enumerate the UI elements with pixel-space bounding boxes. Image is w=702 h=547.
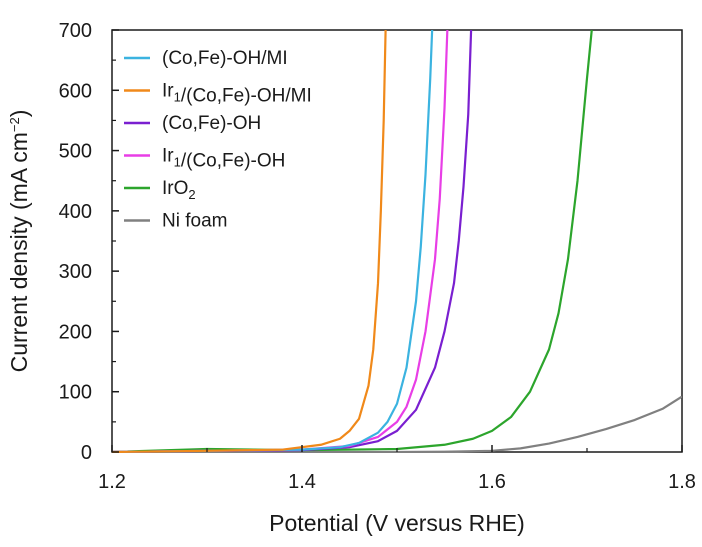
x-axis-title: Potential (V versus RHE) (269, 510, 525, 536)
y-tick-label: 700 (59, 20, 92, 42)
x-tick-label: 1.2 (98, 471, 126, 493)
series-line-ir1-co-fe-oh-mi (112, 29, 387, 453)
legend-label: (Co,Fe)-OH (162, 113, 261, 134)
y-tick-label: 300 (59, 261, 92, 283)
legend-label: IrO2 (162, 178, 196, 202)
y-axis-title: Current density (mA cm−2) (6, 110, 32, 373)
legend-label: Ir1/(Co,Fe)-OH (162, 146, 285, 172)
x-tick-label: 1.8 (668, 471, 696, 493)
legend-label: (Co,Fe)-OH/MI (162, 48, 288, 69)
series-line-iro2 (112, 29, 593, 453)
legend-label: Ir1/(Co,Fe)-OH/MI (162, 81, 312, 107)
y-tick-label: 200 (59, 321, 92, 343)
y-tick-label: 0 (81, 442, 92, 464)
legend: (Co,Fe)-OH/MI Ir1/(Co,Fe)-OH/MI (Co,Fe)-OH… (124, 48, 312, 232)
y-tick-label: 100 (59, 382, 92, 404)
legend-label: Ni foam (162, 211, 227, 232)
axis-ticks: 1.2 1.4 1.6 1.8 0 100 200 300 400 500 600 700 (59, 20, 696, 493)
x-tick-label: 1.6 (478, 471, 506, 493)
y-tick-label: 600 (59, 80, 92, 102)
x-tick-label: 1.4 (288, 471, 316, 493)
series-line-co-fe-oh-mi (112, 29, 434, 453)
y-tick-label: 400 (59, 201, 92, 223)
y-tick-label: 500 (59, 141, 92, 163)
